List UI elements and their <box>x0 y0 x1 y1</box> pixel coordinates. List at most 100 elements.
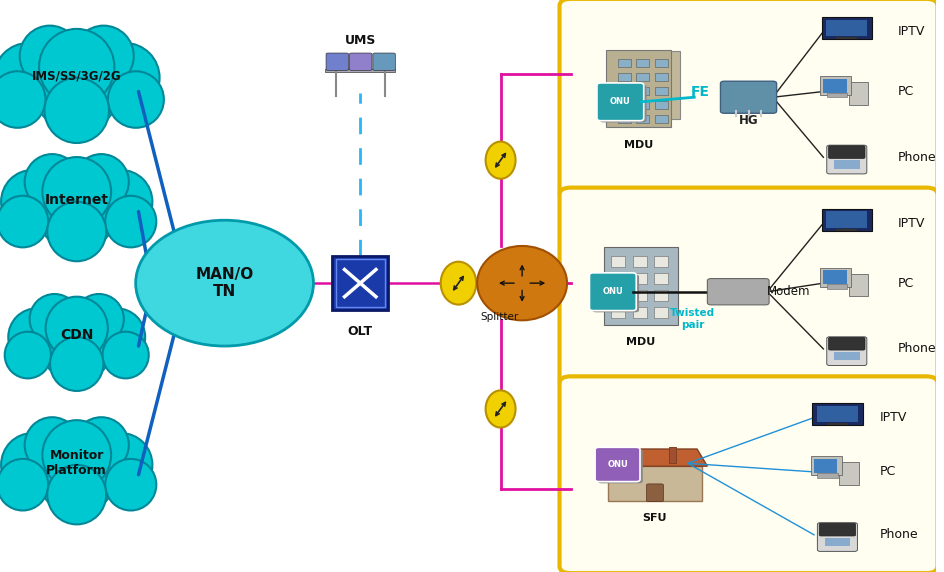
FancyBboxPatch shape <box>817 473 837 478</box>
Text: Internet: Internet <box>44 193 109 206</box>
Ellipse shape <box>74 26 134 86</box>
FancyBboxPatch shape <box>825 20 867 36</box>
Ellipse shape <box>42 157 111 227</box>
FancyBboxPatch shape <box>653 307 667 318</box>
Text: IMS/SS/3G/2G: IMS/SS/3G/2G <box>32 69 122 82</box>
Polygon shape <box>602 449 707 466</box>
Ellipse shape <box>485 391 515 428</box>
FancyBboxPatch shape <box>654 58 667 67</box>
Ellipse shape <box>1 170 64 233</box>
Ellipse shape <box>108 72 163 128</box>
Ellipse shape <box>1 433 64 496</box>
Ellipse shape <box>45 297 108 360</box>
FancyBboxPatch shape <box>653 256 667 267</box>
FancyBboxPatch shape <box>826 145 866 174</box>
Ellipse shape <box>8 308 65 366</box>
Ellipse shape <box>38 435 116 514</box>
Ellipse shape <box>105 459 156 510</box>
FancyBboxPatch shape <box>822 79 846 93</box>
Text: pair: pair <box>680 320 703 330</box>
Ellipse shape <box>42 420 111 490</box>
FancyBboxPatch shape <box>826 284 847 289</box>
FancyBboxPatch shape <box>605 50 670 128</box>
FancyBboxPatch shape <box>559 0 936 198</box>
Text: ONU: ONU <box>609 97 630 106</box>
Ellipse shape <box>5 332 51 379</box>
FancyBboxPatch shape <box>559 188 936 387</box>
FancyBboxPatch shape <box>599 85 646 122</box>
FancyBboxPatch shape <box>617 86 630 95</box>
Text: Splitter: Splitter <box>480 312 517 321</box>
Text: MDU: MDU <box>626 337 655 347</box>
FancyBboxPatch shape <box>816 406 857 422</box>
FancyBboxPatch shape <box>653 290 667 301</box>
FancyBboxPatch shape <box>615 51 680 119</box>
FancyBboxPatch shape <box>819 268 850 287</box>
Ellipse shape <box>0 459 48 510</box>
Text: Modem: Modem <box>767 285 810 298</box>
FancyBboxPatch shape <box>632 273 647 284</box>
FancyBboxPatch shape <box>819 76 850 95</box>
FancyBboxPatch shape <box>632 307 647 318</box>
Ellipse shape <box>91 43 160 113</box>
Text: PC: PC <box>898 85 914 98</box>
Text: IPTV: IPTV <box>898 217 924 229</box>
FancyBboxPatch shape <box>833 160 859 169</box>
Ellipse shape <box>485 142 515 178</box>
Ellipse shape <box>50 337 103 391</box>
FancyBboxPatch shape <box>632 256 647 267</box>
FancyBboxPatch shape <box>373 53 395 70</box>
FancyBboxPatch shape <box>653 273 667 284</box>
FancyBboxPatch shape <box>826 93 847 97</box>
FancyBboxPatch shape <box>611 273 625 284</box>
Ellipse shape <box>20 26 80 86</box>
Text: MDU: MDU <box>623 140 652 150</box>
FancyBboxPatch shape <box>611 307 625 318</box>
FancyBboxPatch shape <box>635 114 649 123</box>
Ellipse shape <box>39 29 114 105</box>
FancyBboxPatch shape <box>326 53 348 70</box>
FancyBboxPatch shape <box>331 256 388 310</box>
FancyBboxPatch shape <box>707 279 768 305</box>
FancyBboxPatch shape <box>818 523 854 536</box>
FancyBboxPatch shape <box>598 449 642 483</box>
FancyBboxPatch shape <box>617 58 630 67</box>
Text: Twisted: Twisted <box>669 308 715 317</box>
FancyBboxPatch shape <box>611 290 625 301</box>
Ellipse shape <box>0 72 45 128</box>
FancyBboxPatch shape <box>654 86 667 95</box>
FancyBboxPatch shape <box>632 290 647 301</box>
Text: IPTV: IPTV <box>879 411 906 424</box>
FancyBboxPatch shape <box>617 73 630 81</box>
FancyBboxPatch shape <box>668 447 676 463</box>
FancyBboxPatch shape <box>595 447 639 482</box>
Ellipse shape <box>0 196 48 247</box>
Text: PC: PC <box>879 466 895 478</box>
Text: ONU: ONU <box>607 460 627 469</box>
Ellipse shape <box>440 262 476 304</box>
Ellipse shape <box>47 202 106 261</box>
FancyBboxPatch shape <box>817 523 856 551</box>
FancyBboxPatch shape <box>349 53 372 70</box>
Text: CDN: CDN <box>60 328 93 342</box>
FancyBboxPatch shape <box>811 403 862 425</box>
Ellipse shape <box>477 246 566 320</box>
Ellipse shape <box>42 310 112 382</box>
FancyBboxPatch shape <box>810 456 841 475</box>
FancyBboxPatch shape <box>635 86 649 95</box>
FancyBboxPatch shape <box>820 209 871 231</box>
Ellipse shape <box>74 154 128 210</box>
FancyBboxPatch shape <box>826 337 866 366</box>
Ellipse shape <box>34 45 120 132</box>
FancyBboxPatch shape <box>813 459 836 473</box>
FancyBboxPatch shape <box>592 275 638 312</box>
Ellipse shape <box>88 308 145 366</box>
FancyBboxPatch shape <box>559 376 936 572</box>
FancyBboxPatch shape <box>825 212 867 228</box>
Ellipse shape <box>47 465 106 525</box>
Ellipse shape <box>102 332 148 379</box>
FancyBboxPatch shape <box>823 538 850 546</box>
FancyBboxPatch shape <box>635 58 649 67</box>
Ellipse shape <box>74 294 124 344</box>
FancyBboxPatch shape <box>617 114 630 123</box>
